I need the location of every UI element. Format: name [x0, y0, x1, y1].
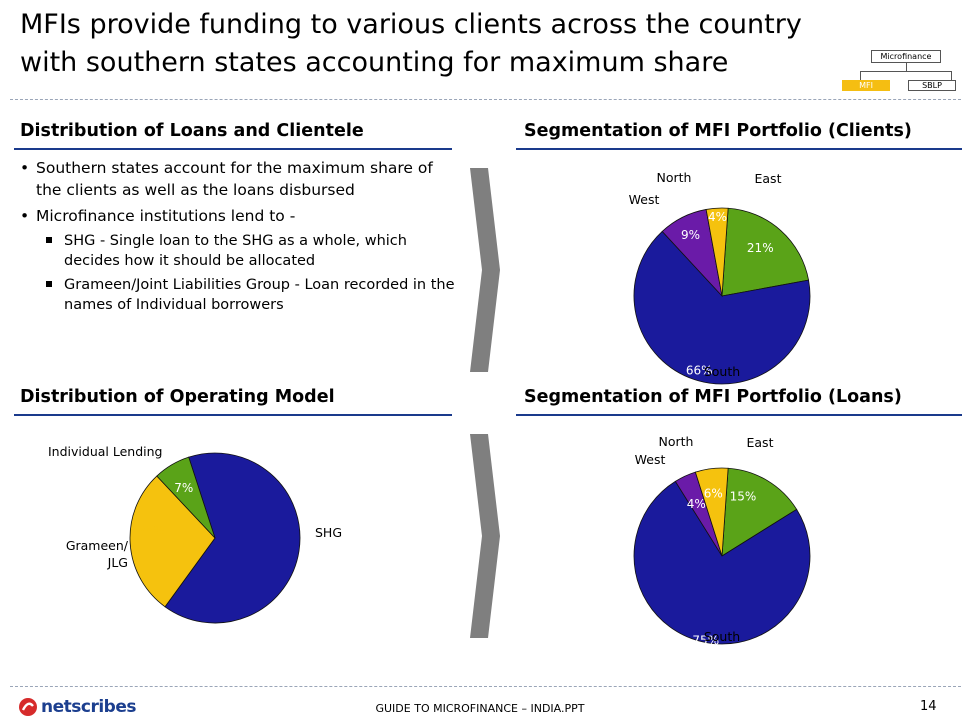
- pie-slice-east: [721, 467, 798, 557]
- pie-slice-individual-lending: [156, 456, 216, 539]
- pie-slice-north: [705, 207, 729, 297]
- pie-slice-shg: [164, 452, 301, 624]
- page-title: MFIs provide funding to various clients …: [20, 9, 802, 78]
- section-rule: [516, 148, 962, 150]
- netscribes-logo-icon: [19, 698, 37, 716]
- pie-category-label: East: [747, 435, 774, 450]
- pie-value-label: 7%: [174, 481, 193, 495]
- pie-category-label: South: [704, 629, 740, 644]
- pie-chart-clients: 21% East 66%South 9% West 4% North: [629, 170, 811, 385]
- pie-category-label: South: [704, 364, 740, 379]
- pie-value-label: 9%: [681, 228, 700, 242]
- section-heading-portfolio-loans: Segmentation of MFI Portfolio (Loans): [524, 387, 902, 407]
- chevron-arrow-icon: [470, 434, 500, 638]
- logo-wordmark: netscribes: [41, 697, 136, 717]
- pie-value-label: 21%: [747, 241, 774, 255]
- pie-chart-loans: 15% East 75%South 4% West 6% North: [633, 434, 811, 647]
- sub-bullet-item: Grameen/Joint Liabilities Group - Loan r…: [20, 275, 460, 315]
- section-rule: [516, 414, 962, 416]
- page-number: 14: [920, 699, 937, 714]
- pie-slice-south: [633, 230, 811, 385]
- badge-sblp-label: SBLP: [908, 80, 956, 91]
- pie-value-label: 28%: [138, 523, 165, 537]
- pie-category-label: West: [629, 192, 660, 207]
- section-rule: [14, 414, 452, 416]
- badge-mfi-label: MFI: [842, 80, 890, 91]
- pie-value-label: 6%: [704, 487, 723, 501]
- pie-slice-grameen-jlg: [129, 475, 216, 608]
- pie-category-label: East: [755, 171, 782, 186]
- bullet-item: • Southern states account for the maximum…: [20, 159, 433, 199]
- pie-value-label: 4%: [708, 210, 727, 224]
- pie-category-label: Individual Lending: [48, 444, 162, 459]
- footer-divider: [10, 686, 961, 687]
- bullet-item: • Microfinance institutions lend to -: [20, 207, 296, 225]
- microfinance-badge: Microfinance MFI SBLP: [838, 47, 958, 95]
- pie-value-label: 15%: [730, 490, 757, 504]
- bullet-list: • Southern states account for the maximum…: [20, 157, 460, 315]
- chevron-arrow-shape: [470, 168, 500, 372]
- pie-category-label: Grameen/: [66, 538, 129, 553]
- section-heading-operating-model: Distribution of Operating Model: [20, 387, 335, 407]
- title-divider: [10, 99, 961, 100]
- pie-value-label: 4%: [687, 497, 706, 511]
- pie-value-label: 65%: [301, 533, 328, 547]
- section-rule: [14, 148, 452, 150]
- pie-value-label: 75%: [692, 633, 719, 647]
- pie-category-label: SHG: [315, 525, 342, 540]
- pie-category-label: West: [635, 452, 666, 467]
- section-heading-loans-clientele: Distribution of Loans and Clientele: [20, 121, 364, 141]
- pie-slice-east: [721, 207, 810, 297]
- pie-slice-south: [633, 480, 811, 645]
- pie-value-label: 66%: [686, 363, 713, 377]
- netscribes-logo: netscribes: [18, 696, 136, 718]
- pie-chart-operating-model: 65%SHG 28% Grameen/JLG 7% Individual Lending: [48, 444, 342, 624]
- chevron-arrow-shape: [470, 434, 500, 638]
- sub-bullet-item: SHG - Single loan to the SHG as a whole,…: [20, 231, 460, 271]
- section-heading-portfolio-clients: Segmentation of MFI Portfolio (Clients): [524, 121, 912, 141]
- pie-category-label: North: [657, 170, 692, 185]
- pie-category-label: North: [659, 434, 694, 449]
- footer-document-name: GUIDE TO MICROFINANCE – INDIA.PPT: [375, 702, 585, 715]
- pie-category-label: JLG: [107, 555, 128, 570]
- chevron-arrow-icon: [470, 168, 500, 372]
- pie-slice-north: [694, 467, 729, 557]
- badge-top-label: Microfinance: [871, 50, 941, 63]
